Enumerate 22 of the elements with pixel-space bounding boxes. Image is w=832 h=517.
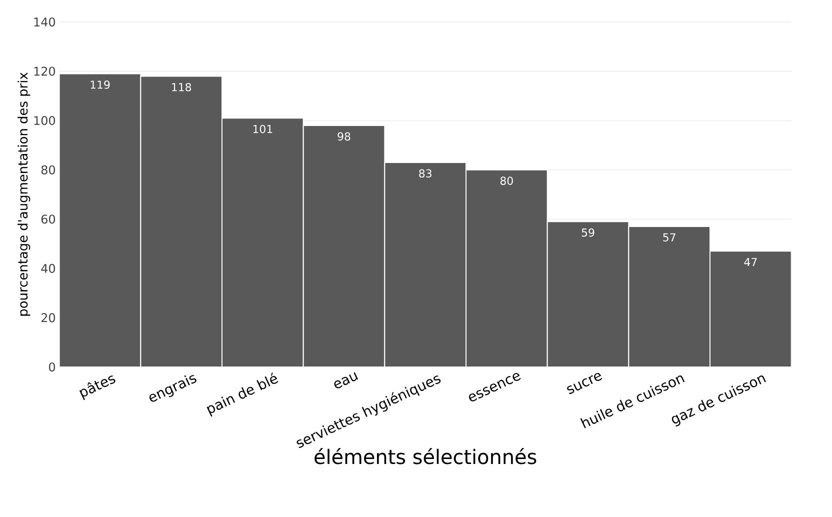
data-label: 119 — [90, 80, 110, 89]
data-label: 47 — [744, 258, 757, 266]
y-axis-title: pourcentage d'augmentation des prix — [18, 72, 30, 316]
x-tick-label: eau — [334, 372, 358, 388]
data-label: 80 — [500, 176, 513, 185]
data-label: 98 — [338, 132, 350, 141]
y-tick-label: 100 — [34, 116, 56, 126]
x-tick-label: pain de blé — [206, 372, 278, 417]
y-tick-label: 0 — [49, 362, 56, 372]
data-label: 57 — [663, 233, 676, 242]
data-label: 101 — [253, 124, 272, 134]
y-tick-label: 120 — [34, 66, 56, 76]
y-tick-label: 60 — [41, 214, 56, 224]
y-tick-label: 80 — [41, 165, 56, 174]
data-label: 59 — [582, 228, 594, 237]
data-label: 118 — [172, 83, 192, 92]
x-tick-label: sucre — [567, 372, 602, 394]
y-tick-label: 140 — [34, 17, 56, 27]
y-tick-label: 40 — [41, 264, 56, 273]
y-tick-label: 20 — [41, 313, 56, 322]
x-axis-title: éléments sélectionnés — [314, 448, 536, 464]
data-label: 83 — [419, 169, 432, 178]
